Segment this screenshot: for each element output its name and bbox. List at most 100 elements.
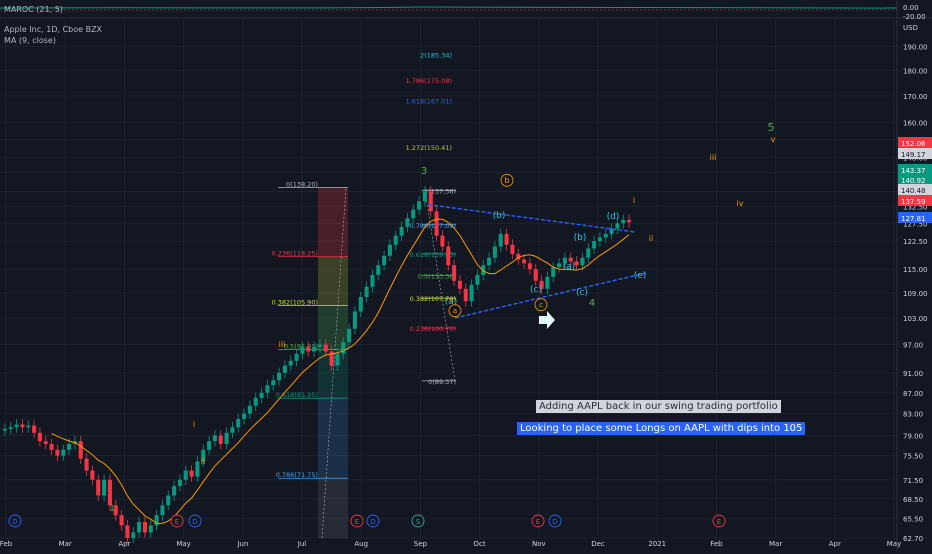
candle-body <box>487 257 492 266</box>
price-tick-label: 65.50 <box>903 516 923 524</box>
fib-projection-label: 1.272(150.41) <box>406 144 452 152</box>
indicator-secondary-label: -20.00 <box>903 13 926 21</box>
fib-right-label: 1(137.36) <box>424 187 456 195</box>
wave-label: a <box>453 307 457 315</box>
wave-label-circle <box>534 298 548 312</box>
candle-body <box>498 233 503 247</box>
price-tick-label: 180.00 <box>903 67 928 75</box>
candle-body <box>32 425 37 433</box>
candle-body <box>14 424 19 428</box>
wave-label: 4 <box>589 298 595 309</box>
event-marker <box>411 514 425 528</box>
candle-body <box>37 432 42 442</box>
event-marker-label: D <box>12 518 17 526</box>
candle-body <box>78 441 83 459</box>
wave-label: (b) <box>574 233 587 243</box>
candle-body <box>20 424 25 428</box>
fib-left-trend <box>321 187 347 539</box>
candle-body <box>434 211 439 236</box>
candle-body <box>405 218 410 227</box>
event-marker-label: D <box>370 518 375 526</box>
price-badge-label: 127.81 <box>901 215 926 223</box>
event-marker <box>548 514 562 528</box>
channel-lower <box>454 272 647 319</box>
price-badge <box>898 137 932 148</box>
event-marker <box>8 514 22 528</box>
wave-label: b <box>504 176 509 185</box>
fib-left-label: 0.5(95.93) <box>284 342 318 350</box>
time-tick-label: Dec <box>591 540 605 548</box>
candle-body <box>627 219 632 223</box>
price-tick-label: 83.00 <box>903 411 923 419</box>
candle-body <box>242 413 247 420</box>
candle-body <box>84 458 89 471</box>
candle-body <box>195 461 200 477</box>
event-marker-label: E <box>536 518 540 526</box>
price-tick-label: 79.00 <box>903 433 923 441</box>
candle-body <box>236 419 241 428</box>
time-tick-label: Mar <box>59 540 72 548</box>
wave-label: (c) <box>530 285 542 295</box>
candle-body <box>533 269 538 281</box>
candle-body <box>527 263 532 270</box>
fib-zone <box>318 478 348 538</box>
price-badge <box>898 184 932 195</box>
indicator-label: MAROC (21, 5) <box>4 5 63 14</box>
candle-body <box>8 427 13 429</box>
ma-line <box>51 218 630 524</box>
price-badge <box>898 212 932 223</box>
time-tick-label: Mar <box>769 540 782 548</box>
time-tick-label: 2021 <box>648 540 666 548</box>
candle-body <box>317 344 322 347</box>
candle-body <box>522 259 527 264</box>
time-tick-label: Aug <box>354 540 368 548</box>
price-tick-label: 75.50 <box>903 453 923 461</box>
fib-left-label: 0.382(105.90) <box>272 299 318 307</box>
ma-legend: MA (9, close) <box>4 36 56 45</box>
candle-body <box>422 191 427 202</box>
candle-body <box>282 365 287 373</box>
candle-body <box>341 342 346 354</box>
time-tick-label: Jun <box>236 540 248 548</box>
candle-body <box>592 241 597 249</box>
time-tick-label: Apr <box>829 540 841 548</box>
candle-body <box>96 479 101 496</box>
candle-body <box>574 261 579 266</box>
candle-body <box>90 470 95 480</box>
price-tick-label: 103.00 <box>903 315 928 323</box>
fib-projection-label: 1.618(167.01) <box>406 98 452 106</box>
price-badge <box>898 164 932 175</box>
candle-body <box>230 427 235 433</box>
candle-body <box>312 346 317 352</box>
event-marker <box>188 514 202 528</box>
candle-body <box>160 505 165 516</box>
candle-body <box>370 274 375 287</box>
candle-body <box>428 191 433 212</box>
candle-body <box>621 219 626 224</box>
time-tick-label: Sep <box>414 540 428 548</box>
price-badge-label: 143.37 <box>901 167 926 175</box>
candle-body <box>148 525 153 533</box>
candle-body <box>131 532 136 538</box>
candles <box>2 186 632 544</box>
wave-label: (a) <box>563 262 576 272</box>
price-tick-label: 160.00 <box>903 120 928 128</box>
candle-body <box>335 353 340 366</box>
candle-body <box>382 255 387 266</box>
candle-body <box>557 263 562 268</box>
price-tick-label: 122.50 <box>903 238 928 246</box>
event-marker <box>350 514 364 528</box>
candle-body <box>212 435 217 442</box>
candle-body <box>399 226 404 236</box>
candle-body <box>358 296 363 312</box>
candle-body <box>417 201 422 210</box>
event-marker <box>712 514 726 528</box>
candle-body <box>463 288 468 302</box>
candle-body <box>469 284 474 302</box>
candle-body <box>253 397 258 406</box>
time-tick-label: Feb <box>710 540 723 548</box>
price-tick-label: 87.00 <box>903 390 923 398</box>
candle-body <box>615 223 620 229</box>
